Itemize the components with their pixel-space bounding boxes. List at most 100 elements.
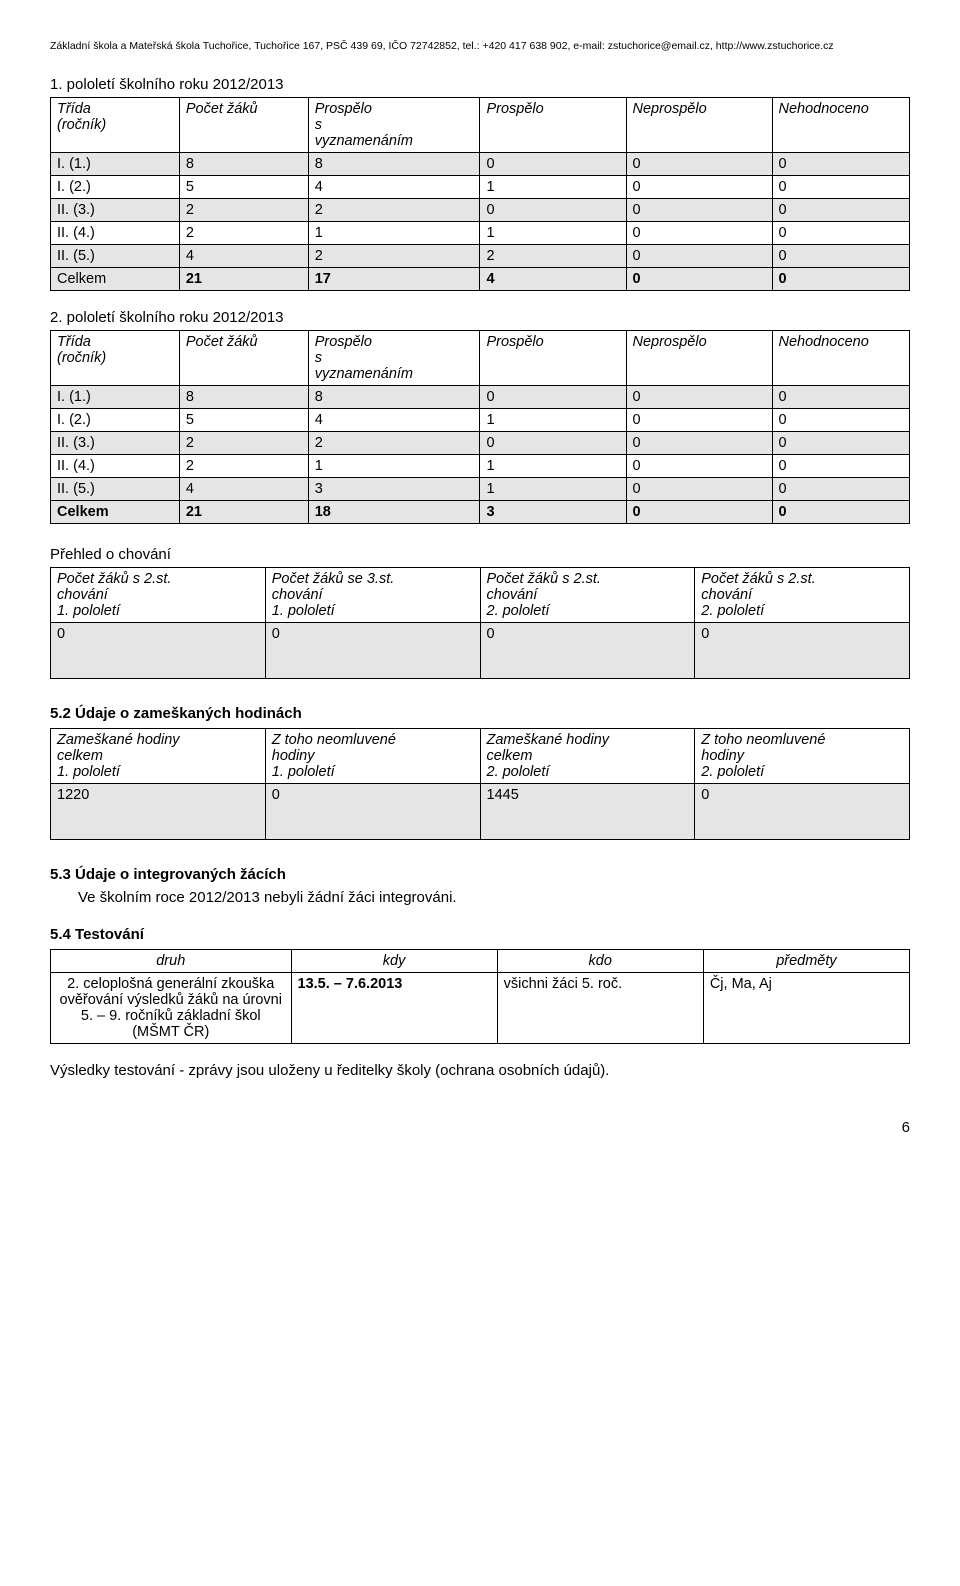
- th: Neprospělo: [626, 331, 772, 386]
- th: Zameškané hodiny celkem 2. pololetí: [480, 729, 695, 784]
- th: kdy: [291, 950, 497, 973]
- cell: 0: [480, 199, 626, 222]
- cell: II. (5.): [51, 245, 180, 268]
- cell: Celkem: [51, 501, 180, 524]
- th: Počet žáků s 2.st. chování 2. pololetí: [695, 568, 910, 623]
- cell: 0: [695, 784, 910, 840]
- cell: 2: [308, 199, 480, 222]
- cell: 4: [179, 478, 308, 501]
- th: Počet žáků: [179, 98, 308, 153]
- cell: 0: [695, 623, 910, 679]
- cell: 1220: [51, 784, 266, 840]
- cell: II. (3.): [51, 432, 180, 455]
- cell: 1: [480, 222, 626, 245]
- cell: 2: [179, 222, 308, 245]
- cell: 2. celoplošná generální zkouška ověřován…: [51, 973, 292, 1044]
- table-testing: druh kdy kdo předměty 2. celoplošná gene…: [50, 949, 910, 1044]
- th: kdo: [497, 950, 703, 973]
- cell: 8: [308, 386, 480, 409]
- th: Neprospělo: [626, 98, 772, 153]
- cell: 0: [51, 623, 266, 679]
- cell: 3: [308, 478, 480, 501]
- th: druh: [51, 950, 292, 973]
- th: Zameškané hodiny celkem 1. pololetí: [51, 729, 266, 784]
- th: Nehodnoceno: [772, 98, 909, 153]
- cell: 8: [308, 153, 480, 176]
- cell: 0: [626, 409, 772, 432]
- cell: 18: [308, 501, 480, 524]
- cell: 1: [308, 222, 480, 245]
- th: Třída (ročník): [51, 331, 180, 386]
- th: Počet žáků s 2.st. chování 1. pololetí: [51, 568, 266, 623]
- cell: Čj, Ma, Aj: [703, 973, 909, 1044]
- th: Prospělo s vyznamenáním: [308, 98, 480, 153]
- cell: 0: [626, 222, 772, 245]
- cell: 21: [179, 268, 308, 291]
- table-row: II. (5.)43100: [51, 478, 910, 501]
- cell: 1445: [480, 784, 695, 840]
- table-row: 1220 0 1445 0: [51, 784, 910, 840]
- cell: 0: [772, 409, 909, 432]
- cell: I. (2.): [51, 409, 180, 432]
- th: Z toho neomluvené hodiny 1. pololetí: [265, 729, 480, 784]
- table-row: II. (4.)21100: [51, 222, 910, 245]
- cell: II. (4.): [51, 455, 180, 478]
- th: Z toho neomluvené hodiny 2. pololetí: [695, 729, 910, 784]
- table-row-total: Celkem2117400: [51, 268, 910, 291]
- cell: 4: [179, 245, 308, 268]
- table-semester2: Třída (ročník) Počet žáků Prospělo s vyz…: [50, 330, 910, 524]
- th: předměty: [703, 950, 909, 973]
- cell: 0: [626, 176, 772, 199]
- cell: I. (2.): [51, 176, 180, 199]
- table-row: II. (4.)21100: [51, 455, 910, 478]
- cell: 4: [308, 409, 480, 432]
- table-row: 2. celoplošná generální zkouška ověřován…: [51, 973, 910, 1044]
- th: Počet žáků s 2.st. chování 2. pololetí: [480, 568, 695, 623]
- th: Počet žáků: [179, 331, 308, 386]
- cell: 0: [772, 455, 909, 478]
- cell: 2: [179, 432, 308, 455]
- th: Třída (ročník): [51, 98, 180, 153]
- cell: 0: [626, 432, 772, 455]
- cell: II. (3.): [51, 199, 180, 222]
- cell: 0: [265, 623, 480, 679]
- cell: 13.5. – 7.6.2013: [291, 973, 497, 1044]
- cell: 5: [179, 409, 308, 432]
- th: Nehodnoceno: [772, 331, 909, 386]
- cell: 0: [772, 501, 909, 524]
- cell: 8: [179, 153, 308, 176]
- cell: 0: [480, 623, 695, 679]
- cell: 0: [626, 455, 772, 478]
- cell: 0: [626, 268, 772, 291]
- cell: 4: [480, 268, 626, 291]
- page-number: 6: [50, 1119, 910, 1136]
- cell: 2: [179, 455, 308, 478]
- th: Počet žáků se 3.st. chování 1. pololetí: [265, 568, 480, 623]
- cell: 17: [308, 268, 480, 291]
- table-semester1: Třída (ročník) Počet žáků Prospělo s vyz…: [50, 97, 910, 291]
- cell: 0: [772, 176, 909, 199]
- cell: 1: [480, 176, 626, 199]
- cell: 1: [480, 478, 626, 501]
- cell: 0: [772, 245, 909, 268]
- table-row: I. (1.)88000: [51, 153, 910, 176]
- page-header: Základní škola a Mateřská škola Tuchořic…: [50, 40, 910, 52]
- cell: 0: [772, 386, 909, 409]
- cell: 21: [179, 501, 308, 524]
- cell: 2: [480, 245, 626, 268]
- cell: 0: [480, 386, 626, 409]
- cell: 0: [480, 153, 626, 176]
- cell: 5: [179, 176, 308, 199]
- integrated-title: 5.3 Údaje o integrovaných žácích: [50, 866, 910, 883]
- cell: Celkem: [51, 268, 180, 291]
- th: Prospělo: [480, 331, 626, 386]
- cell: 1: [480, 455, 626, 478]
- table-row: II. (5.)42200: [51, 245, 910, 268]
- cell: 4: [308, 176, 480, 199]
- cell: II. (4.): [51, 222, 180, 245]
- cell: 0: [626, 478, 772, 501]
- cell: 0: [626, 199, 772, 222]
- table-row: I. (2.)54100: [51, 176, 910, 199]
- table-row: I. (1.)88000: [51, 386, 910, 409]
- cell: 8: [179, 386, 308, 409]
